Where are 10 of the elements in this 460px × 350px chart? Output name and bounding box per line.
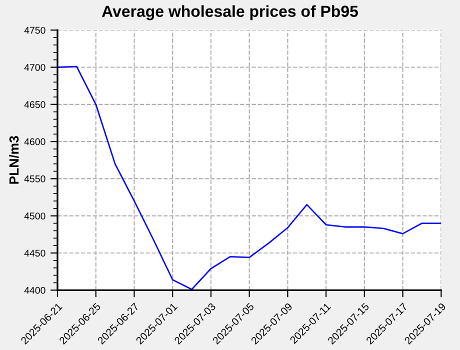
y-tick-label: 4700 — [24, 64, 46, 71]
y-axis-title: PLN/m3 — [8, 136, 19, 184]
y-tick-label: 4550 — [24, 175, 46, 182]
y-tick-label: 4750 — [24, 26, 46, 34]
y-tick-label: 4400 — [24, 286, 46, 294]
y-tick-label: 4450 — [24, 250, 46, 257]
y-tick-label: 4500 — [24, 212, 46, 220]
y-tick-label: 4600 — [24, 138, 46, 146]
y-tick-label: 4650 — [24, 101, 46, 108]
chart-title: Average wholesale prices of Pb95 — [102, 5, 358, 20]
